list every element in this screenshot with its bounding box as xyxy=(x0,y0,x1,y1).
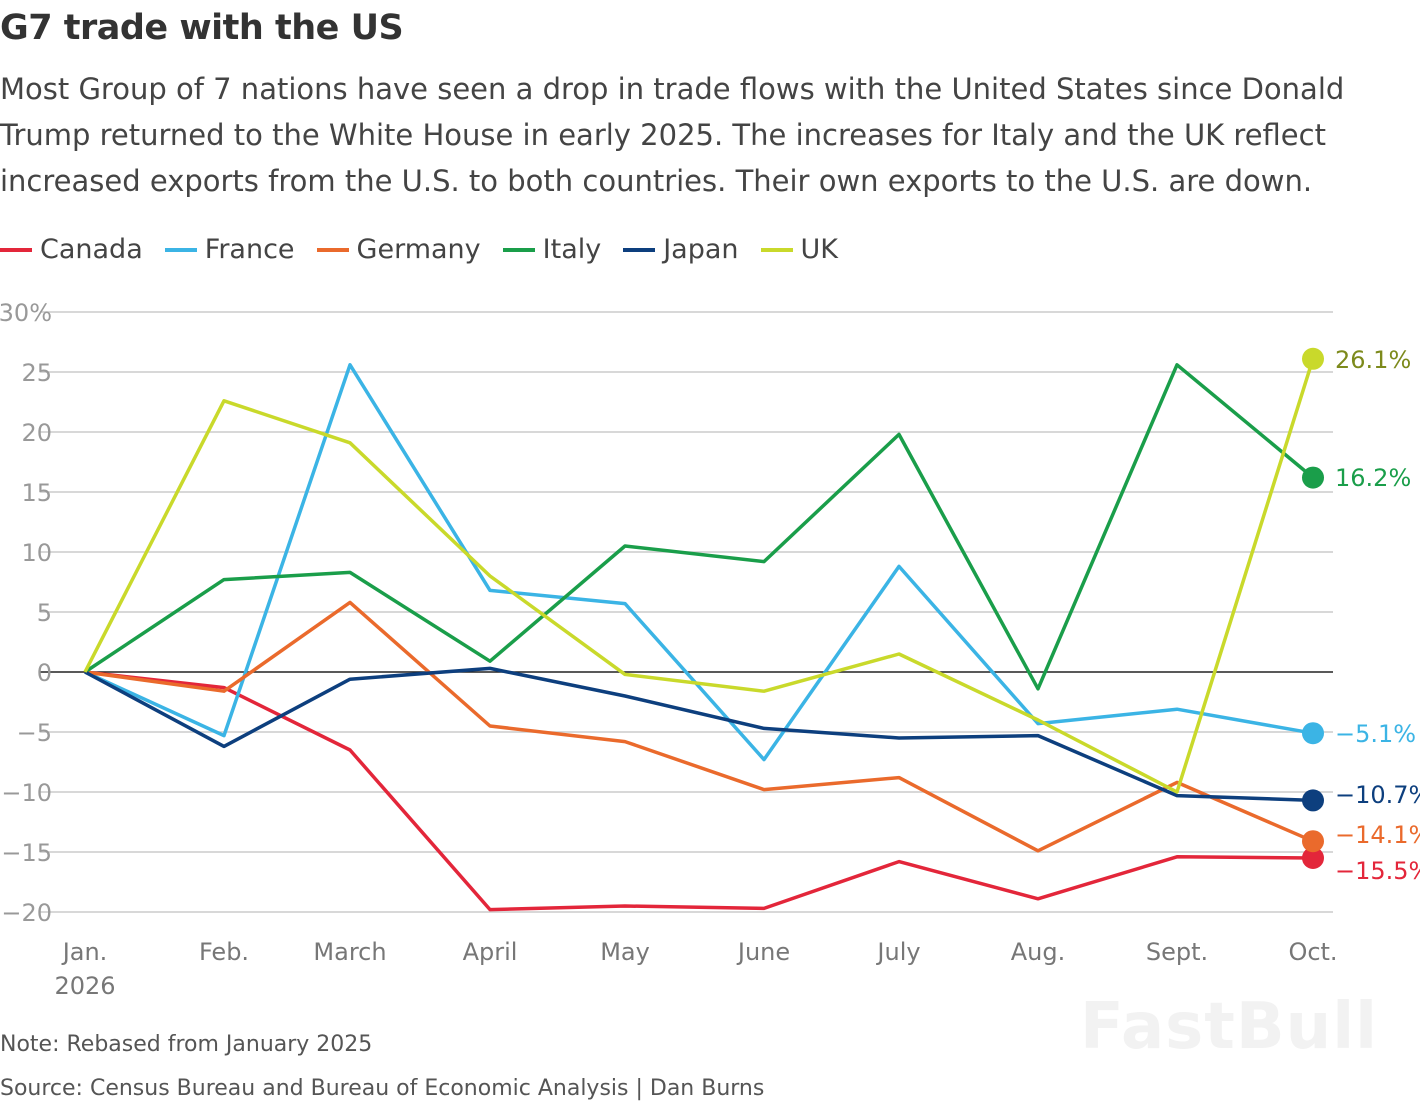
legend-label: Canada xyxy=(40,234,143,265)
x-tick-label: May xyxy=(600,938,650,966)
y-tick-label: −20 xyxy=(1,899,52,927)
end-label-italy: 16.2% xyxy=(1335,464,1411,492)
legend-swatch xyxy=(760,247,793,252)
end-marker-uk xyxy=(1302,347,1324,370)
chart-title: G7 trade with the US xyxy=(0,8,404,48)
end-label-germany: −14.1% xyxy=(1335,821,1420,849)
series-line-canada xyxy=(84,670,1314,912)
legend-label: Japan xyxy=(663,234,739,265)
chart-subtitle: Most Group of 7 nations have seen a drop… xyxy=(0,72,1345,198)
line-chart: 30% 25 20 15 10 5 0 −5 −10 −15 −20 Jan. Feb. March Apr… xyxy=(0,299,1420,1000)
end-marker-japan xyxy=(1302,789,1324,812)
x-tick-sublabel: 2026 xyxy=(54,972,115,1000)
end-marker-canada xyxy=(1302,847,1324,869)
y-tick-label: −15 xyxy=(1,839,52,867)
y-tick-label: −10 xyxy=(1,779,52,807)
chart-source: Source: Census Bureau and Bureau of Econ… xyxy=(0,1076,765,1101)
legend-swatch xyxy=(164,247,197,252)
end-marker-italy xyxy=(1302,466,1324,489)
series-line-germany xyxy=(84,600,1314,853)
end-marker-france xyxy=(1302,722,1324,745)
x-tick-label: March xyxy=(313,938,386,966)
legend: Canada France Germany Italy Japan UK xyxy=(0,234,838,265)
end-marker-germany xyxy=(1302,830,1324,853)
y-tick-label: 5 xyxy=(37,599,52,627)
y-tick-label: 25 xyxy=(21,359,52,387)
legend-swatch xyxy=(316,247,349,252)
y-tick-label: 0 xyxy=(37,659,52,687)
legend-swatch xyxy=(0,247,32,252)
y-tick-label: 20 xyxy=(21,419,52,447)
end-label-uk: 26.1% xyxy=(1335,346,1411,374)
legend-label: France xyxy=(204,234,295,265)
legend-item-canada: Canada xyxy=(0,234,143,265)
end-label-japan: −10.7% xyxy=(1335,781,1420,809)
y-tick-label: −5 xyxy=(17,719,52,747)
x-tick-label: June xyxy=(736,938,790,966)
x-tick-label: Oct. xyxy=(1288,938,1337,966)
legend-label: UK xyxy=(800,234,838,265)
watermark-logo: FastBull xyxy=(1080,990,1379,1064)
chart-note: Note: Rebased from January 2025 xyxy=(0,1032,373,1057)
series-line-japan xyxy=(84,666,1314,803)
x-tick-label: Feb. xyxy=(199,938,249,966)
legend-item-uk: UK xyxy=(760,234,838,265)
legend-item-italy: Italy xyxy=(502,234,602,265)
y-tick-label: 10 xyxy=(21,539,52,567)
x-tick-label: April xyxy=(463,938,518,966)
end-label-france: −5.1% xyxy=(1335,720,1416,748)
x-tick-label: Jan. xyxy=(61,938,108,966)
series-line-france xyxy=(84,363,1314,762)
legend-label: Italy xyxy=(542,234,602,265)
x-tick-label: Sept. xyxy=(1146,938,1208,966)
series-line-uk xyxy=(83,358,1315,794)
series-line-italy xyxy=(84,363,1315,691)
y-tick-label: 15 xyxy=(21,479,52,507)
legend-item-france: France xyxy=(164,234,295,265)
legend-swatch xyxy=(502,247,535,252)
legend-swatch xyxy=(623,247,656,252)
end-label-canada: −15.5% xyxy=(1335,857,1420,885)
y-tick-label: 30% xyxy=(0,299,52,327)
x-tick-label: Aug. xyxy=(1011,938,1066,966)
legend-label: Germany xyxy=(356,234,481,265)
legend-item-japan: Japan xyxy=(623,234,739,265)
legend-item-germany: Germany xyxy=(316,234,481,265)
x-tick-label: July xyxy=(875,938,920,966)
